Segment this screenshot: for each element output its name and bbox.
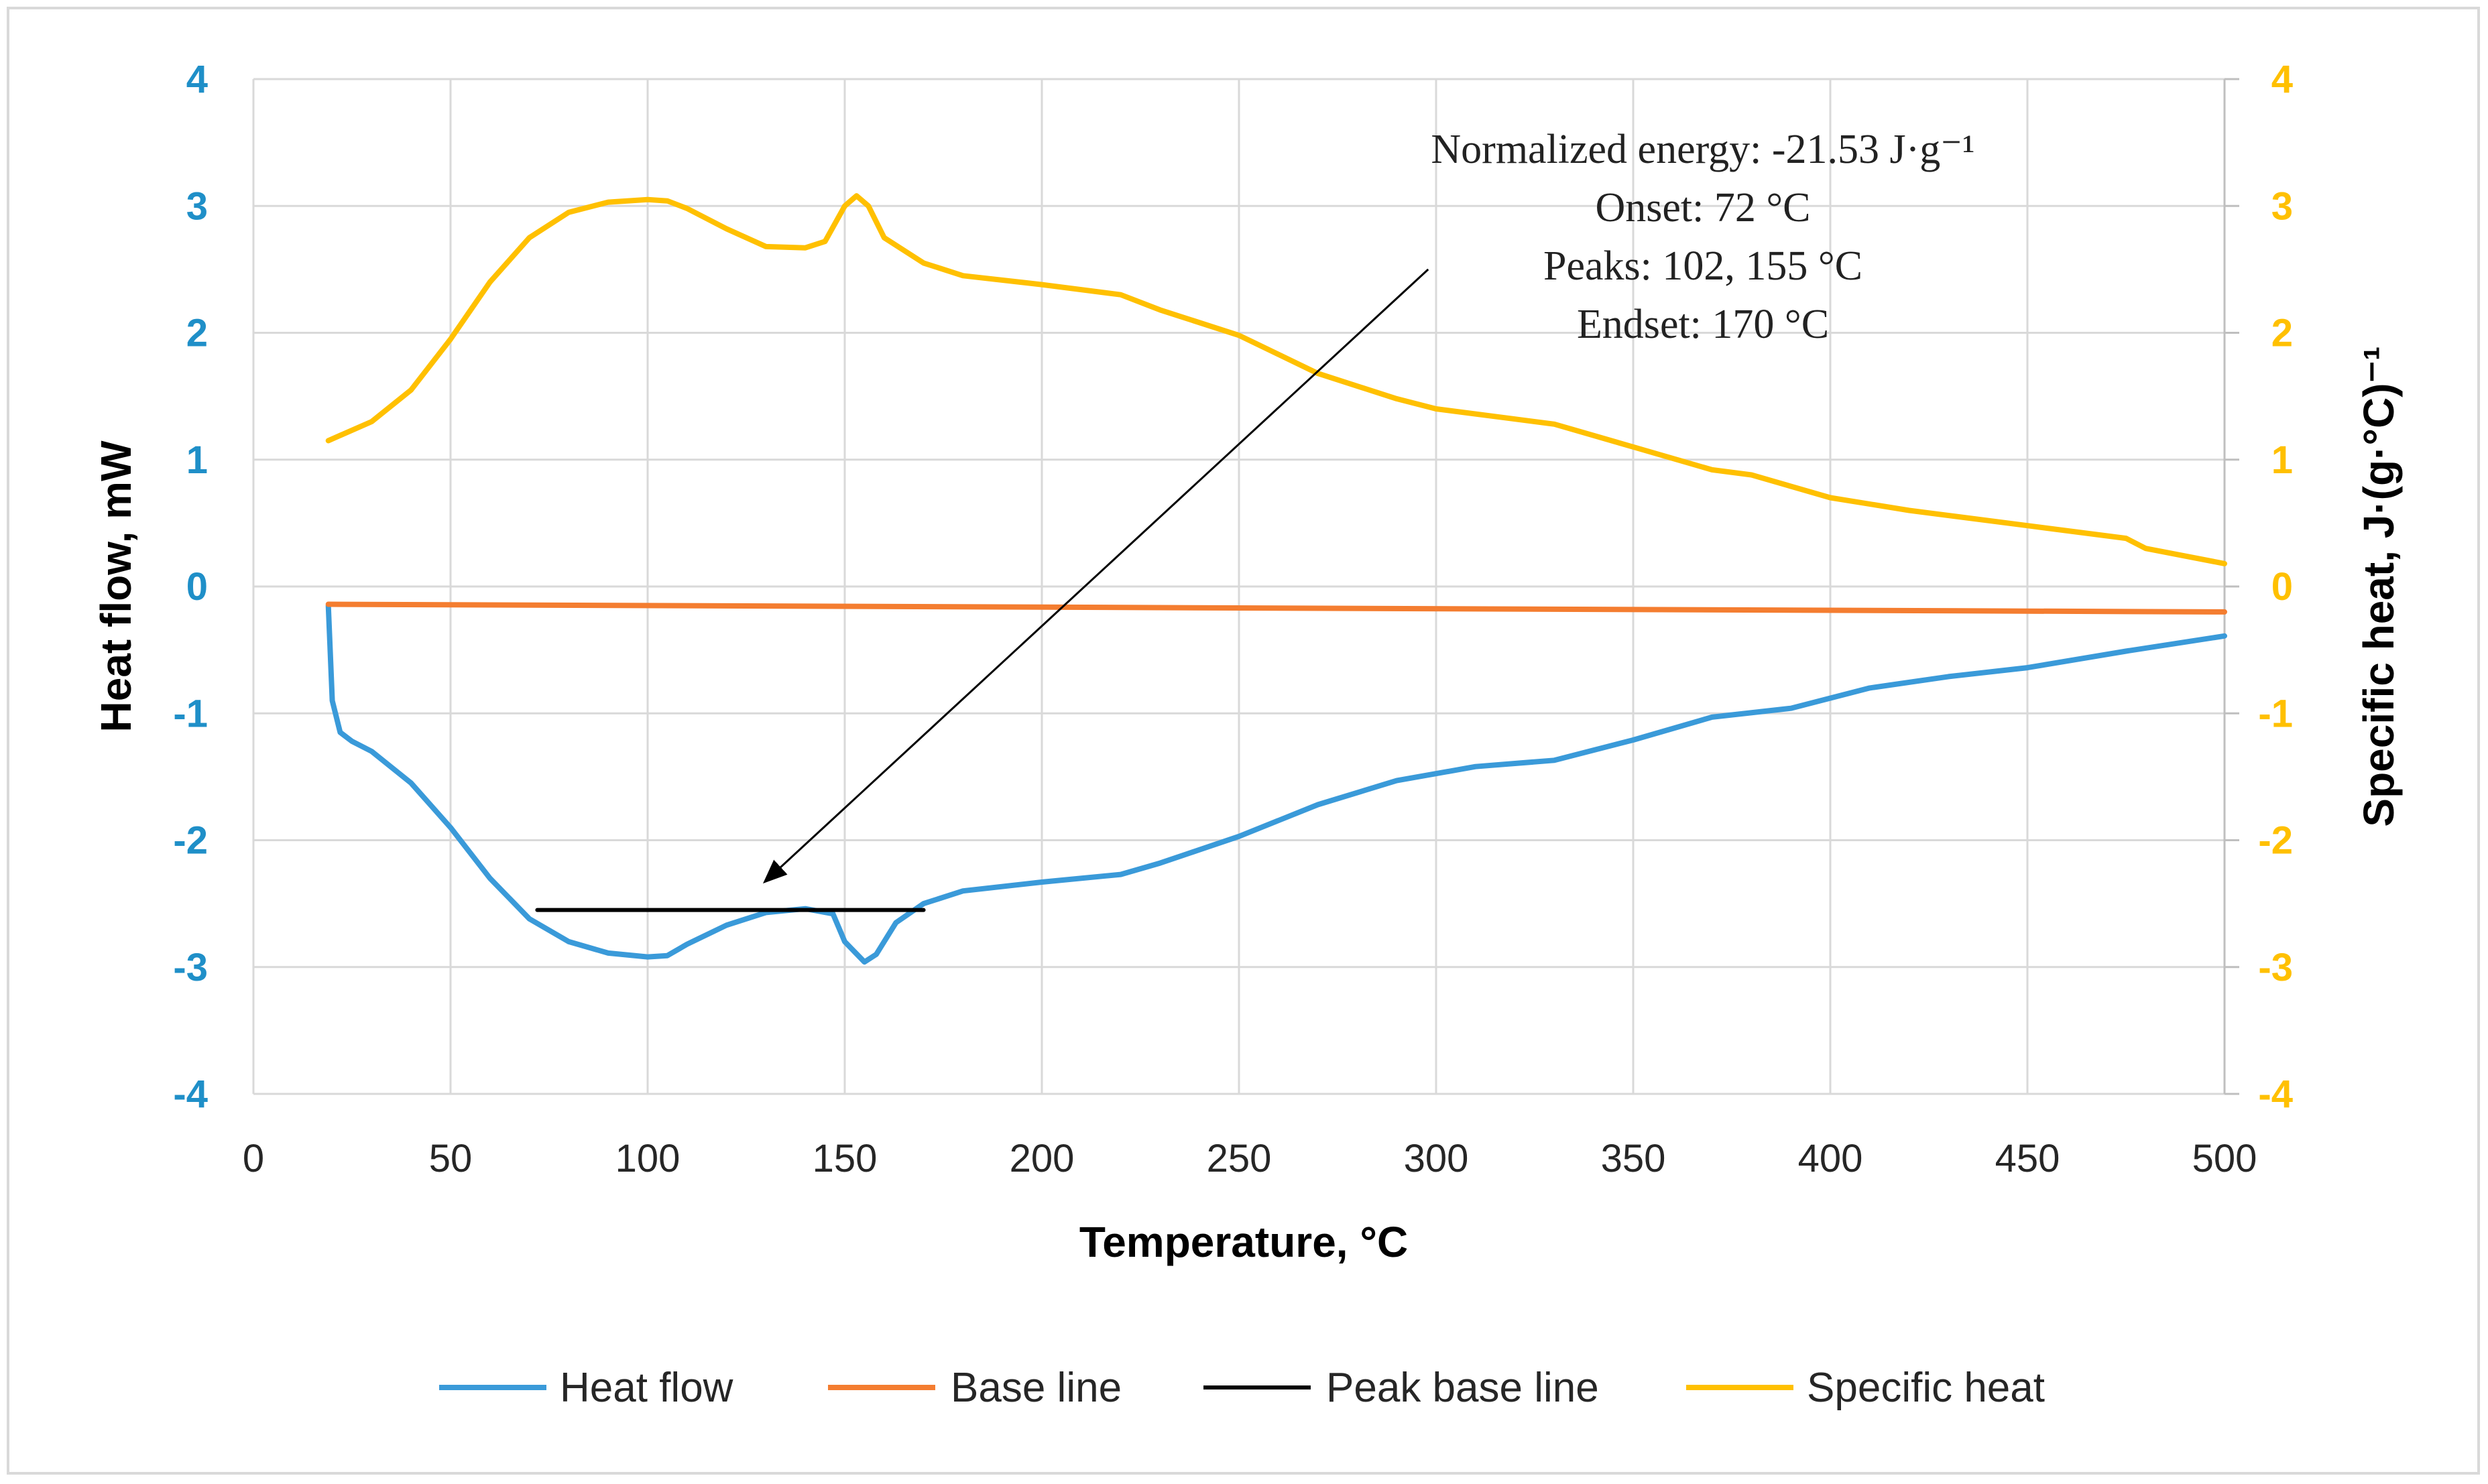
y-tick-label-left: -4 (173, 1072, 208, 1116)
y-tick-label-left: 4 (186, 58, 208, 101)
y-axis-title-right: Specific heat, J·(g·°C)⁻¹ (2355, 346, 2403, 826)
x-tick-label: 350 (1601, 1137, 1666, 1180)
y-tick-label-left: -1 (173, 692, 208, 735)
legend-label-base-line: Base line (951, 1365, 1122, 1411)
x-tick-label: 0 (243, 1137, 264, 1180)
legend-item-peak-base-line: Peak base line (1203, 1365, 1599, 1411)
y-tick-label-left: 0 (186, 565, 208, 609)
y-tick-label-left: -3 (173, 946, 208, 989)
tick-labels: 4 3 2 1 0 -1 -2 -3 -4 4 3 2 1 0 -1 -2 -3 -4 0 50 100 150 200 25… (173, 58, 2293, 1180)
annotation-line-1: Normalized energy: -21.53 J·g⁻¹ (1431, 127, 1974, 172)
legend-item-heat-flow: Heat flow (439, 1365, 733, 1411)
y-tick-label-right: -1 (2258, 692, 2293, 735)
series-specific-heat (325, 193, 2227, 566)
y-tick-label-left: 2 (186, 312, 208, 355)
y-axis-title-left: Heat flow, mW (92, 440, 140, 733)
x-tick-label: 150 (813, 1137, 878, 1180)
x-tick-label: 250 (1207, 1137, 1272, 1180)
x-tick-label: 200 (1010, 1137, 1075, 1180)
annotation-line-4: Endset: 170 °C (1577, 302, 1829, 347)
y-tick-label-left: 1 (186, 438, 208, 482)
y-tick-label-left: -2 (173, 819, 208, 863)
annotation-arrow (762, 268, 1429, 884)
y-tick-label-left: 3 (186, 184, 208, 228)
y-tick-label-right: 4 (2271, 58, 2293, 101)
legend: Heat flow Base line Peak base line Speci… (439, 1365, 2045, 1411)
y-tick-label-right: -4 (2258, 1072, 2293, 1116)
legend-label-specific-heat: Specific heat (1807, 1365, 2045, 1411)
y-tick-label-right: -2 (2258, 819, 2293, 863)
y-tick-label-right: 1 (2271, 438, 2293, 482)
annotation-line-3: Peaks: 102, 155 °C (1543, 243, 1862, 289)
series-base-line (325, 601, 2227, 615)
series-layer (325, 193, 2227, 965)
x-tick-label: 400 (1798, 1137, 1863, 1180)
y-tick-label-right: 2 (2271, 312, 2293, 355)
legend-item-specific-heat: Specific heat (1686, 1365, 2045, 1411)
chart-frame (7, 7, 2480, 1475)
annotation: Normalized energy: -21.53 J·g⁻¹ Onset: 7… (762, 127, 1975, 884)
y-tick-label-right: -3 (2258, 946, 2293, 989)
x-tick-label: 450 (1995, 1137, 2060, 1180)
x-axis-title: Temperature, °C (1079, 1218, 1408, 1266)
x-tick-label: 50 (429, 1137, 473, 1180)
y-tick-label-right: 3 (2271, 184, 2293, 228)
legend-label-heat-flow: Heat flow (560, 1365, 733, 1411)
axes (2223, 78, 2239, 1095)
annotation-line-2: Onset: 72 °C (1595, 185, 1810, 231)
x-tick-label: 100 (615, 1137, 680, 1180)
x-tick-label: 300 (1404, 1137, 1469, 1180)
y-tick-label-right: 0 (2271, 565, 2293, 609)
series-heat-flow (325, 603, 2227, 965)
x-tick-label: 500 (2192, 1137, 2257, 1180)
legend-item-base-line: Base line (828, 1365, 1122, 1411)
grid (252, 78, 2226, 1095)
legend-label-peak-base-line: Peak base line (1326, 1365, 1599, 1411)
